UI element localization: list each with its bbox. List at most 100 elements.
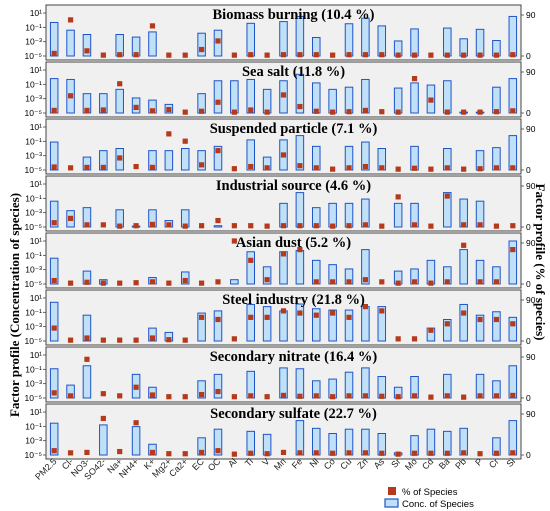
- pct-marker: [493, 316, 500, 323]
- x-tick-labels: PM2.5 Cl-NO3-SO42-Na+NH4+ K+Mg2+Ca2+ EC OC Al…: [33, 456, 517, 482]
- pct-marker: [248, 223, 254, 229]
- pct-marker: [149, 23, 156, 29]
- pct-marker: [182, 138, 188, 144]
- right-tick-label: 90: [526, 352, 536, 362]
- pct-marker: [215, 316, 221, 323]
- pct-marker: [510, 108, 516, 114]
- pct-marker: [493, 109, 500, 115]
- right-tick-label: 90: [526, 295, 536, 305]
- pct-marker: [510, 223, 516, 229]
- pct-marker: [166, 52, 172, 58]
- conc-bar: [361, 17, 370, 57]
- pct-marker: [248, 163, 254, 170]
- legend-conc-swatch: [384, 498, 399, 508]
- conc-bar: [197, 32, 206, 57]
- pct-marker: [133, 163, 139, 170]
- pct-marker: [117, 223, 123, 229]
- pct-marker: [297, 450, 303, 456]
- pct-marker: [346, 165, 352, 171]
- pct-marker: [428, 97, 434, 103]
- pct-marker: [411, 222, 418, 228]
- left-axis-label: Factor profile (Concentration of species…: [7, 193, 22, 417]
- pct-marker: [84, 279, 90, 285]
- pct-marker: [330, 279, 336, 285]
- pct-marker: [362, 277, 368, 283]
- pct-marker: [362, 52, 368, 58]
- pct-marker: [67, 450, 74, 456]
- pct-marker: [395, 280, 401, 286]
- conc-bar: [508, 135, 518, 171]
- pct-marker: [248, 257, 254, 263]
- pct-marker: [297, 103, 303, 110]
- pct-marker: [264, 394, 270, 400]
- left-tick-label: 10⁻³: [25, 151, 42, 161]
- conc-bar: [230, 80, 239, 114]
- pct-marker: [461, 52, 467, 58]
- conc-bar: [311, 308, 321, 342]
- conc-bar: [279, 310, 288, 342]
- pct-marker: [149, 392, 156, 398]
- pct-marker: [444, 165, 450, 171]
- panel-title: Industrial source (4.6 %): [216, 178, 371, 194]
- conc-bar: [279, 251, 288, 285]
- pct-marker: [461, 242, 467, 248]
- left-tick-label: 10¹: [30, 236, 42, 246]
- left-tick-label: 10⁻³: [25, 436, 42, 446]
- pct-marker: [231, 166, 237, 172]
- pct-marker: [166, 394, 172, 400]
- pct-marker: [133, 384, 139, 390]
- right-axis-label: Factor profile (% of species): [533, 184, 548, 341]
- conc-bar: [82, 365, 92, 399]
- conc-bar: [230, 279, 239, 285]
- legend: % of Species Conc. of Species: [384, 487, 474, 510]
- left-tick-label: 10⁻⁵: [25, 450, 42, 460]
- conc-bar: [49, 368, 59, 399]
- conc-bar: [295, 303, 305, 342]
- left-tick-label: 10⁻¹: [25, 250, 42, 260]
- right-tick-label: 90: [526, 10, 536, 20]
- right-tick-label: 0: [526, 336, 531, 346]
- pct-marker: [264, 165, 270, 171]
- pct-marker: [510, 165, 516, 171]
- conc-bar: [148, 327, 157, 342]
- pct-marker: [215, 388, 221, 395]
- conc-bar: [197, 150, 206, 171]
- pct-marker: [362, 222, 368, 228]
- pct-marker: [297, 163, 303, 169]
- left-tick-label: 10⁻¹: [25, 193, 42, 203]
- conc-bar: [361, 141, 370, 171]
- conc-bar: [246, 139, 256, 171]
- pct-marker: [67, 280, 74, 286]
- left-tick-label: 10⁻⁵: [25, 222, 42, 232]
- conc-bar: [213, 145, 223, 171]
- conc-bar: [99, 424, 108, 456]
- pct-marker: [280, 92, 287, 98]
- panel-4: 10¹ 10⁻¹ 10⁻³ 10⁻⁵ 90 0 Asian dust (5.2 %): [25, 232, 536, 289]
- pct-marker: [133, 223, 139, 229]
- conc-bar: [246, 251, 256, 285]
- conc-bar: [475, 28, 485, 57]
- pct-marker: [510, 392, 516, 399]
- conc-bar: [508, 420, 518, 456]
- pct-marker: [330, 223, 336, 229]
- pct-marker: [346, 279, 352, 285]
- right-tick-label: 0: [526, 393, 531, 403]
- pct-marker: [493, 223, 500, 229]
- pct-marker: [182, 52, 188, 58]
- pct-marker: [182, 394, 188, 400]
- left-tick-label: 10¹: [30, 179, 42, 189]
- pct-marker: [346, 450, 352, 456]
- right-tick-label: 0: [526, 51, 531, 61]
- pct-marker: [149, 108, 156, 114]
- pct-marker: [444, 279, 450, 285]
- conc-bar: [148, 31, 157, 57]
- left-tick-label: 10⁻³: [25, 37, 42, 47]
- pct-marker: [297, 393, 303, 399]
- conc-bar: [115, 88, 124, 114]
- left-tick-label: 10⁻³: [25, 322, 42, 332]
- conc-bar: [262, 266, 272, 285]
- pct-marker: [379, 279, 385, 285]
- panel-title: Secondary nitrate (16.4 %): [210, 349, 378, 365]
- pct-marker: [215, 148, 221, 154]
- pct-marker: [100, 391, 106, 397]
